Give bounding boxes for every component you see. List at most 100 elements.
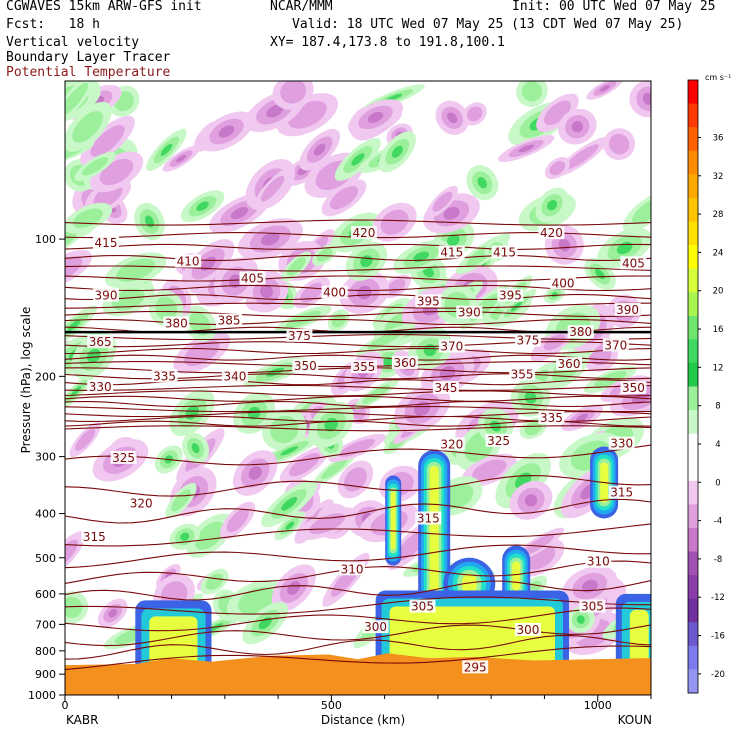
theta-label: 375	[286, 328, 313, 343]
colorbar-segment	[688, 598, 698, 623]
downdraft-cell	[372, 202, 417, 242]
colorbar-segment	[688, 645, 698, 670]
colorbar-tick-label: 16	[713, 325, 724, 335]
svg-text:365: 365	[89, 335, 112, 349]
theta-label: 390	[93, 288, 119, 303]
theta-contour	[65, 544, 651, 569]
svg-text:370: 370	[604, 338, 627, 352]
theta-label: 370	[438, 339, 465, 354]
valid-time: Valid: 18 UTC Wed 07 May 25 (13 CDT Wed …	[292, 17, 684, 32]
theta-label: 345	[432, 380, 459, 395]
svg-text:320: 320	[130, 496, 153, 510]
tracer-fill	[65, 653, 651, 695]
field-vertical-velocity: Vertical velocity	[6, 35, 140, 50]
theta-label: 385	[216, 313, 243, 328]
svg-text:355: 355	[352, 360, 375, 374]
updraft-cell	[182, 432, 210, 464]
svg-text:340: 340	[223, 369, 246, 383]
theta-label: 415	[438, 245, 465, 260]
updraft-cell	[104, 252, 167, 289]
x-tick-label: 500	[321, 699, 342, 712]
downdraft-cell	[299, 128, 341, 171]
colorbar-frame	[687, 79, 699, 694]
downdraft-cell	[348, 99, 403, 136]
downdraft-cell	[65, 249, 92, 287]
colorbar-segment	[688, 386, 698, 411]
y-tick-label: 200	[35, 370, 56, 383]
colorbar-segment	[688, 127, 698, 152]
svg-text:315: 315	[417, 512, 440, 526]
theta-contour	[65, 395, 651, 402]
theta-contour	[65, 475, 651, 497]
theta-label: 295	[462, 660, 489, 674]
theta-label: 355	[509, 367, 536, 381]
colorbar-segment	[688, 551, 698, 576]
theta-contour	[65, 406, 651, 413]
theta-label: 320	[438, 437, 465, 451]
downdraft-cell	[173, 331, 231, 374]
theta-label: 390	[614, 302, 641, 317]
downdraft-cell	[162, 145, 200, 172]
theta-label: 395	[415, 294, 442, 308]
updraft-cell	[180, 190, 225, 223]
theta-label: 390	[456, 305, 483, 320]
low-level-updraft-band	[615, 593, 651, 675]
svg-text:395: 395	[417, 294, 440, 308]
theta-contour	[65, 243, 651, 250]
plot-frame	[64, 80, 652, 696]
vertical-velocity-shading	[65, 81, 651, 675]
downdraft-cell	[321, 179, 367, 217]
theta-label: 400	[550, 276, 577, 290]
colorbar-tick-label: -4	[714, 517, 722, 527]
svg-text:315: 315	[83, 530, 106, 544]
theta-contour	[65, 425, 651, 432]
svg-text:315: 315	[610, 486, 633, 500]
cross-section-endpoints: XY= 187.4,173.8 to 191.8,100.1	[270, 35, 505, 50]
theta-contour	[65, 354, 651, 361]
theta-contour	[65, 310, 651, 318]
theta-label: 420	[538, 226, 565, 240]
svg-text:400: 400	[323, 286, 346, 300]
theta-contour	[65, 523, 651, 547]
x-axis-label: Distance (km)	[321, 713, 405, 727]
colorbar-segment	[688, 480, 698, 505]
colorbar-segment	[688, 339, 698, 364]
theta-contour	[65, 624, 651, 647]
downdraft-cell	[562, 565, 618, 607]
colorbar-tick-label: 8	[715, 402, 720, 412]
svg-text:390: 390	[95, 289, 118, 303]
y-tick-label: 600	[35, 588, 56, 601]
boundary-layer-tracer	[65, 653, 651, 695]
y-tick-label: 500	[35, 552, 56, 565]
theta-label: 330	[87, 379, 114, 394]
downdraft-cell	[544, 157, 570, 180]
updraft-cell	[65, 101, 112, 152]
theta-contour	[65, 254, 651, 262]
right-endpoint-label: KOUN	[618, 713, 652, 727]
theta-label: 325	[485, 433, 512, 448]
downdraft-cell	[558, 108, 597, 145]
svg-text:360: 360	[393, 356, 416, 370]
svg-text:335: 335	[153, 369, 176, 383]
theta-contour	[65, 334, 651, 341]
potential-temperature-labels: 415 410 420 405 390 400 395 415 415 420 400 405 395 3…	[81, 226, 647, 674]
y-tick-label: 300	[35, 451, 56, 464]
y-tick-label: 900	[35, 668, 56, 681]
theta-label: 395	[497, 288, 524, 303]
downdraft-cell	[80, 115, 135, 166]
colorbar-tick-label: 28	[713, 210, 724, 220]
theta-contour	[65, 444, 651, 466]
downdraft-cell	[328, 433, 386, 463]
svg-text:385: 385	[218, 314, 241, 328]
colorbar-segment	[688, 221, 698, 246]
svg-text:300: 300	[364, 620, 387, 634]
theta-label: 360	[556, 357, 582, 371]
svg-text:380: 380	[165, 316, 188, 330]
colorbar-tick-label: -20	[711, 670, 725, 680]
colorbar-tick-label: 12	[713, 363, 724, 373]
updraft-cell	[544, 285, 565, 304]
downdraft-cell	[537, 329, 572, 355]
theta-contour	[65, 384, 651, 391]
downdraft-cell	[272, 81, 314, 110]
svg-text:400: 400	[552, 276, 575, 290]
